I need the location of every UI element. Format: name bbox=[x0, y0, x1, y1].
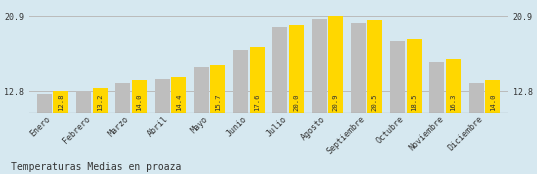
Text: 20.0: 20.0 bbox=[293, 94, 299, 111]
Text: 13.2: 13.2 bbox=[97, 94, 103, 111]
Bar bbox=[469, 83, 484, 113]
Text: 16.3: 16.3 bbox=[451, 94, 456, 111]
Text: Temperaturas Medias en proaza: Temperaturas Medias en proaza bbox=[11, 162, 181, 172]
Text: 18.5: 18.5 bbox=[411, 94, 417, 111]
Text: 17.6: 17.6 bbox=[254, 94, 260, 111]
Bar bbox=[171, 77, 186, 113]
Bar bbox=[272, 27, 287, 113]
Bar bbox=[367, 20, 382, 113]
Text: 14.4: 14.4 bbox=[176, 94, 182, 111]
Bar bbox=[211, 65, 226, 113]
Bar bbox=[430, 62, 445, 113]
Bar bbox=[328, 16, 343, 113]
Bar bbox=[390, 41, 405, 113]
Bar bbox=[446, 59, 461, 113]
Bar bbox=[115, 83, 130, 113]
Bar bbox=[289, 25, 304, 113]
Bar bbox=[92, 88, 107, 113]
Bar bbox=[250, 47, 265, 113]
Bar bbox=[194, 67, 209, 113]
Bar bbox=[485, 80, 500, 113]
Text: 20.5: 20.5 bbox=[372, 94, 378, 111]
Text: 14.0: 14.0 bbox=[490, 94, 496, 111]
Text: 20.9: 20.9 bbox=[332, 94, 339, 111]
Bar bbox=[132, 80, 147, 113]
Bar bbox=[155, 79, 170, 113]
Bar bbox=[37, 94, 52, 113]
Text: 14.0: 14.0 bbox=[136, 94, 142, 111]
Bar bbox=[233, 50, 248, 113]
Bar bbox=[351, 23, 366, 113]
Text: 12.8: 12.8 bbox=[58, 94, 64, 111]
Bar bbox=[53, 92, 68, 113]
Bar bbox=[76, 90, 91, 113]
Bar bbox=[407, 38, 422, 113]
Bar bbox=[311, 19, 326, 113]
Text: 15.7: 15.7 bbox=[215, 94, 221, 111]
